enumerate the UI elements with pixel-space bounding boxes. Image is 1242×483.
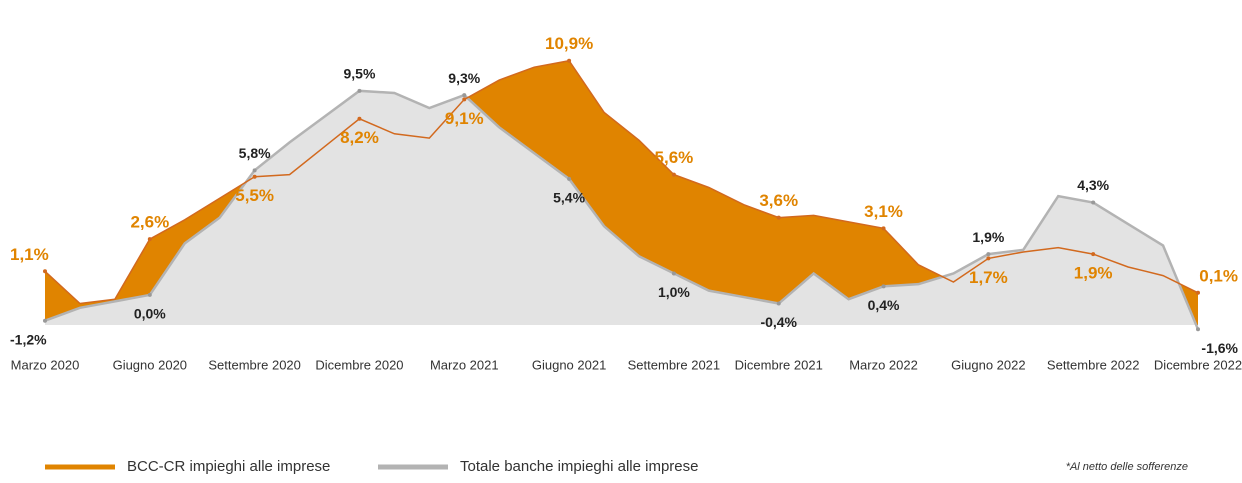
x-tick-label: Settembre 2022 — [1047, 357, 1140, 372]
data-label: 3,1% — [864, 202, 903, 221]
data-point — [986, 252, 991, 257]
data-label: 9,1% — [445, 109, 484, 128]
data-point — [252, 168, 257, 173]
area-fill — [45, 90, 1198, 330]
data-point — [357, 116, 362, 121]
data-point — [43, 269, 47, 274]
data-point — [357, 88, 362, 93]
data-point — [462, 93, 467, 98]
data-label: 1,9% — [972, 229, 1004, 245]
series-line — [44, 59, 1199, 305]
data-label: -1,2% — [10, 331, 47, 347]
data-label: 5,8% — [239, 145, 271, 161]
data-point — [43, 318, 47, 323]
data-label: 0,1% — [1199, 266, 1238, 285]
x-tick-label: Marzo 2022 — [849, 357, 918, 372]
data-point — [1091, 200, 1096, 205]
legend-label: BCC-CR impieghi alle imprese — [127, 458, 330, 475]
data-point — [776, 301, 781, 306]
data-label: 9,5% — [343, 66, 375, 82]
x-tick-label: Settembre 2020 — [208, 357, 301, 372]
data-label: 3,6% — [759, 191, 798, 210]
data-point — [986, 256, 991, 261]
data-point — [1091, 252, 1096, 257]
data-point — [567, 58, 572, 63]
data-label: 1,0% — [658, 284, 690, 300]
data-point — [671, 271, 676, 276]
x-tick-label: Marzo 2021 — [430, 357, 499, 372]
data-point — [1196, 327, 1200, 332]
data-label: 0,4% — [868, 297, 900, 313]
x-tick-label: Dicembre 2021 — [735, 357, 823, 372]
data-point — [776, 215, 781, 220]
data-label: 5,6% — [655, 148, 694, 167]
x-tick-label: Dicembre 2020 — [315, 357, 403, 372]
footnote: *Al netto delle sofferenze — [1066, 461, 1188, 473]
data-label: 2,6% — [130, 213, 169, 232]
x-tick-label: Giugno 2022 — [951, 357, 1025, 372]
data-label: 9,3% — [448, 70, 480, 86]
data-point — [881, 284, 886, 289]
data-point — [881, 226, 886, 231]
data-point — [1196, 290, 1200, 295]
data-label: 5,4% — [553, 190, 585, 206]
data-point — [462, 97, 467, 102]
series-line — [44, 89, 1200, 330]
data-point — [671, 172, 676, 177]
data-label: 8,2% — [340, 128, 379, 147]
data-label: 5,5% — [235, 186, 274, 205]
data-point — [567, 176, 572, 181]
x-tick-label: Giugno 2021 — [532, 357, 606, 372]
data-label: 10,9% — [545, 34, 593, 53]
x-tick-label: Dicembre 2022 — [1154, 357, 1242, 372]
legend-label: Totale banche impieghi alle imprese — [460, 458, 698, 475]
data-label: -0,4% — [760, 314, 797, 330]
data-label: 4,3% — [1077, 177, 1109, 193]
data-point — [252, 174, 257, 179]
x-tick-label: Marzo 2020 — [11, 357, 80, 372]
data-label: 0,0% — [134, 306, 166, 322]
data-label: 1,7% — [969, 268, 1008, 287]
data-label: 1,1% — [10, 245, 49, 264]
data-label: 1,9% — [1074, 264, 1113, 283]
data-point — [147, 292, 152, 297]
x-tick-label: Giugno 2020 — [113, 357, 187, 372]
x-tick-label: Settembre 2021 — [628, 357, 721, 372]
data-label: -1,6% — [1201, 340, 1238, 356]
data-point — [147, 237, 152, 242]
